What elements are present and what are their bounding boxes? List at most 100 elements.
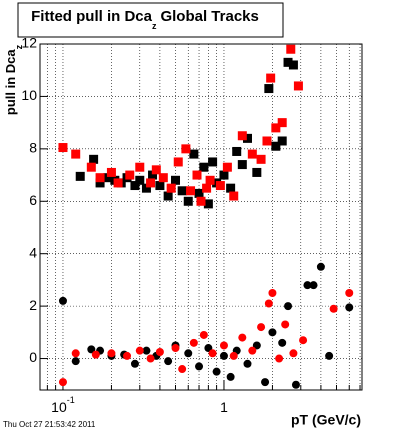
point: [208, 349, 217, 358]
point: [189, 149, 199, 159]
point: [155, 347, 164, 356]
point: [103, 173, 113, 183]
x-tick-label: 1: [220, 399, 228, 415]
point: [171, 344, 180, 353]
point: [237, 160, 247, 170]
point: [252, 341, 261, 350]
point: [141, 183, 151, 193]
point: [264, 84, 274, 94]
point: [219, 341, 228, 350]
point: [135, 346, 144, 355]
point: [286, 44, 296, 54]
point: [222, 162, 232, 172]
point: [266, 73, 276, 83]
point: [219, 351, 228, 360]
point: [135, 162, 145, 172]
point: [71, 149, 81, 159]
point: [208, 157, 218, 167]
point: [219, 170, 229, 180]
point: [202, 183, 212, 193]
point: [163, 191, 173, 201]
point: [299, 336, 308, 345]
point: [203, 199, 213, 209]
point: [252, 167, 262, 177]
point: [194, 188, 204, 198]
point: [199, 162, 209, 172]
point: [71, 357, 80, 366]
point: [268, 289, 277, 298]
point: [148, 170, 158, 180]
point: [107, 349, 116, 358]
title-rest: Global Tracks: [160, 8, 258, 25]
point: [113, 178, 123, 188]
point: [309, 281, 318, 290]
x-tick-base: 1: [220, 399, 228, 415]
plot-frame: [39, 43, 363, 391]
point: [277, 136, 287, 146]
point: [291, 380, 300, 389]
point: [289, 349, 298, 358]
point: [166, 183, 176, 193]
point: [171, 175, 181, 185]
point: [91, 350, 100, 359]
point: [130, 181, 140, 191]
point: [226, 372, 235, 381]
point: [199, 330, 208, 339]
footer: Thu Oct 27 21:53:42 2011: [3, 420, 96, 429]
ylabel-main: pull in Dca: [3, 49, 18, 116]
point: [58, 143, 68, 153]
chart-title: Fitted pull in DcazGlobal Tracks: [31, 8, 259, 31]
point: [293, 81, 303, 91]
point: [288, 60, 298, 70]
point: [243, 359, 252, 368]
point: [281, 320, 290, 329]
point: [329, 304, 338, 313]
point: [146, 178, 156, 188]
point: [155, 181, 165, 191]
point: [183, 196, 193, 206]
point: [95, 178, 105, 188]
point: [158, 173, 168, 183]
point: [238, 333, 247, 342]
point: [142, 346, 151, 355]
point: [89, 154, 99, 164]
title-sub: z: [152, 21, 157, 31]
point: [135, 175, 145, 185]
point: [58, 296, 67, 305]
point: [277, 118, 287, 128]
point: [192, 170, 202, 180]
point: [271, 123, 281, 133]
point: [75, 171, 85, 181]
point: [256, 154, 266, 164]
point: [271, 141, 281, 151]
point: [164, 357, 173, 366]
point: [226, 183, 236, 193]
point: [186, 186, 196, 196]
y-tick-label: 8: [29, 140, 37, 156]
point: [232, 146, 242, 156]
y-tick-label: 2: [29, 297, 37, 313]
point: [275, 354, 284, 363]
point: [173, 157, 183, 167]
point: [189, 338, 198, 347]
point: [195, 362, 204, 371]
point: [242, 133, 252, 143]
point: [264, 299, 273, 308]
point: [146, 354, 155, 363]
point: [268, 328, 277, 337]
point: [261, 378, 270, 387]
point: [178, 365, 187, 374]
x-axis-label: pT (GeV/c): [291, 412, 361, 428]
point: [151, 165, 161, 175]
point: [215, 181, 225, 191]
point: [106, 167, 116, 177]
point: [87, 345, 96, 354]
point: [303, 281, 312, 290]
point: [284, 302, 293, 311]
point: [229, 351, 238, 360]
point: [248, 346, 257, 355]
point: [196, 196, 206, 206]
ylabel-sub: z: [14, 44, 24, 49]
